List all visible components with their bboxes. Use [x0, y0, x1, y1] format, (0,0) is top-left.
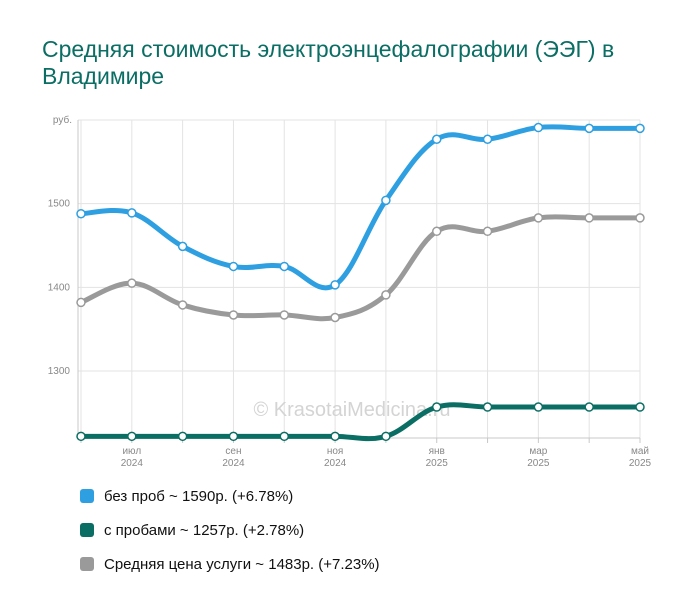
x-tick-label-month: мар: [529, 446, 547, 457]
series-line-bez-prob: [78, 124, 643, 291]
data-point-bez-prob: [330, 280, 340, 290]
x-tick-label-year: 2024: [121, 458, 144, 469]
legend-label-average: Средняя цена услуги ~ 1483р. (+7.23%): [104, 555, 380, 573]
data-point-s-probami: [76, 431, 86, 442]
data-point-average: [482, 226, 493, 237]
x-tick-label-month: ноя: [327, 446, 344, 457]
x-tick-label-month: июл: [122, 446, 141, 457]
data-point-bez-prob: [635, 123, 645, 134]
watermark: © KrasotaiMedicina.ru: [253, 399, 450, 421]
data-point-bez-prob: [127, 208, 137, 218]
legend-item-average[interactable]: Средняя цена услуги ~ 1483р. (+7.23%): [80, 554, 380, 574]
data-point-average: [177, 300, 188, 310]
x-tick-label-year: 2025: [629, 458, 652, 469]
data-point-average: [279, 310, 290, 320]
data-point-average: [76, 297, 86, 308]
data-point-average: [533, 213, 544, 223]
data-point-bez-prob: [279, 261, 290, 272]
data-point-bez-prob: [482, 134, 493, 144]
x-tick-label-year: 2025: [527, 458, 550, 469]
data-point-bez-prob: [431, 134, 442, 144]
data-point-bez-prob: [177, 241, 188, 252]
data-point-average: [381, 290, 391, 300]
data-point-average: [635, 213, 645, 223]
legend-label-bez-prob: без проб ~ 1590р. (+6.78%): [104, 487, 294, 505]
chart-legend: без проб ~ 1590р. (+6.78%) с пробами ~ 1…: [80, 486, 380, 588]
x-tick-label-month: янв: [429, 446, 445, 457]
data-point-average: [330, 312, 340, 323]
legend-item-bez-prob[interactable]: без проб ~ 1590р. (+6.78%): [80, 486, 380, 506]
x-tick-label-year: 2025: [426, 458, 449, 469]
data-point-average: [228, 310, 239, 320]
data-point-s-probami: [228, 431, 239, 442]
legend-swatch-average: [80, 557, 94, 571]
data-point-s-probami: [533, 402, 544, 412]
data-point-s-probami: [330, 431, 340, 442]
y-tick-label: 1300: [48, 366, 71, 377]
legend-swatch-bez-prob: [80, 489, 94, 503]
data-point-average: [127, 278, 137, 288]
data-point-bez-prob: [584, 123, 594, 134]
data-point-s-probami: [279, 431, 290, 442]
x-tick-label-year: 2024: [222, 458, 245, 469]
x-tick-label-month: сен: [225, 446, 241, 457]
data-point-s-probami: [584, 402, 594, 412]
data-point-s-probami: [635, 402, 645, 412]
data-point-bez-prob: [381, 195, 391, 206]
data-point-average: [431, 226, 442, 237]
data-point-s-probami: [177, 431, 188, 442]
y-tick-label: 1400: [48, 282, 71, 293]
x-tick-label-month: май: [631, 446, 649, 457]
data-point-average: [584, 213, 594, 223]
legend-swatch-s-probami: [80, 523, 94, 537]
legend-item-s-probami[interactable]: с пробами ~ 1257р. (+2.78%): [80, 520, 380, 540]
data-point-s-probami: [431, 402, 442, 412]
chart-title: Средняя стоимость электроэнцефалографии …: [42, 36, 615, 89]
data-point-bez-prob: [76, 208, 86, 219]
data-point-s-probami: [127, 431, 137, 442]
data-point-s-probami: [482, 402, 493, 412]
data-point-bez-prob: [228, 261, 239, 272]
y-tick-label: 1500: [48, 199, 71, 210]
x-tick-label-year: 2024: [324, 458, 347, 469]
data-point-bez-prob: [533, 122, 544, 133]
legend-label-s-probami: с пробами ~ 1257р. (+2.78%): [104, 521, 305, 539]
data-point-s-probami: [381, 431, 391, 442]
y-unit-label: руб.: [53, 114, 72, 126]
